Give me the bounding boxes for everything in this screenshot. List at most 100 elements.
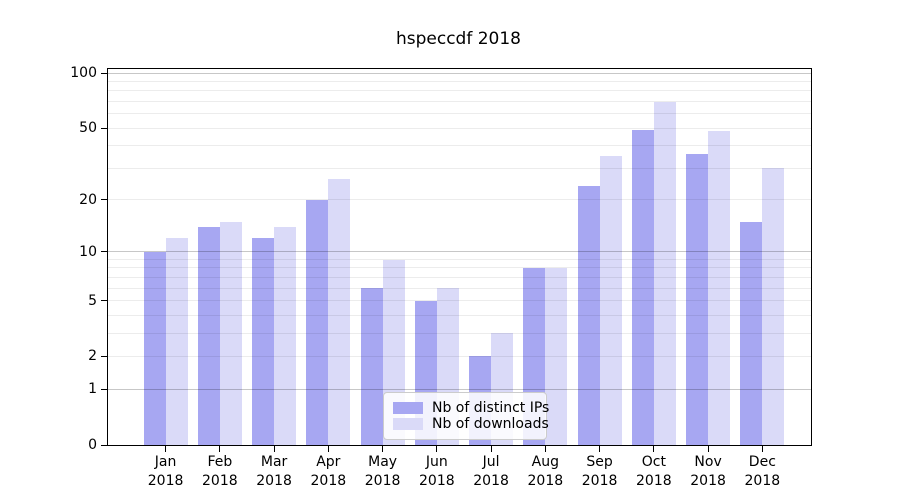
y-tick-label: 100 xyxy=(70,65,97,82)
gridline-minor xyxy=(108,113,811,115)
gridline-major xyxy=(108,388,811,390)
bar xyxy=(274,226,297,445)
y-tick-label: 0 xyxy=(88,437,97,453)
x-tick-mark xyxy=(382,446,384,452)
bar xyxy=(762,168,785,445)
chart-title: hspeccdf 2018 xyxy=(395,29,522,49)
x-tick-month: Jun xyxy=(425,454,448,470)
gridline-minor xyxy=(108,267,811,269)
legend-row-distinct-ips: Nb of distinct IPs xyxy=(393,400,549,416)
legend-row-downloads: Nb of downloads xyxy=(393,416,549,432)
bar xyxy=(197,226,220,445)
gridline-minor xyxy=(108,199,811,201)
y-tick-label: 5 xyxy=(88,292,97,309)
bar xyxy=(165,238,188,445)
gridline-minor xyxy=(108,300,811,302)
gridline-minor xyxy=(108,314,811,316)
y-tick-mark xyxy=(101,444,107,446)
x-tick-mark xyxy=(653,446,655,452)
gridline-minor xyxy=(108,127,811,129)
x-tick-month: Jul xyxy=(482,454,500,470)
x-tick-month: Aug xyxy=(531,454,560,470)
x-tick-month: Dec xyxy=(748,454,776,470)
bar xyxy=(653,101,676,445)
x-tick-month: Feb xyxy=(207,454,233,470)
gridline-minor xyxy=(108,332,811,334)
gridline-minor xyxy=(108,276,811,278)
x-tick-label: Jul 2018 xyxy=(459,453,523,491)
x-tick-label: Apr 2018 xyxy=(296,453,360,491)
x-tick-month: May xyxy=(368,454,398,470)
legend-label-distinct-ips: Nb of distinct IPs xyxy=(432,400,550,416)
x-tick-year: 2018 xyxy=(256,473,292,489)
y-tick-mark xyxy=(101,199,107,201)
y-tick-mark xyxy=(101,251,107,253)
x-tick-label: Aug 2018 xyxy=(513,453,577,491)
y-tick-label: 1 xyxy=(88,381,97,398)
bar xyxy=(143,251,166,445)
x-tick-month: Sep xyxy=(586,454,613,470)
gridline-minor xyxy=(108,101,811,103)
legend-label-downloads: Nb of downloads xyxy=(432,416,549,432)
x-tick-year: 2018 xyxy=(310,473,347,489)
bar xyxy=(360,288,383,445)
gridline-minor xyxy=(108,90,811,92)
gridline-minor xyxy=(108,259,811,260)
bar xyxy=(708,131,731,445)
x-tick-year: 2018 xyxy=(636,473,672,489)
x-tick-label: Oct 2018 xyxy=(622,453,686,491)
x-tick-label: Nov 2018 xyxy=(676,453,740,491)
x-tick-label: May 2018 xyxy=(351,453,415,491)
x-tick-year: 2018 xyxy=(690,473,726,489)
bar xyxy=(740,221,763,445)
x-tick-year: 2018 xyxy=(527,473,564,489)
gridline-minor xyxy=(108,145,811,147)
y-tick-mark xyxy=(101,72,107,74)
y-tick-mark xyxy=(101,300,107,302)
bar xyxy=(306,199,329,445)
x-tick-year: 2018 xyxy=(147,473,184,489)
x-tick-label: Dec 2018 xyxy=(730,453,794,491)
x-tick-month: Oct xyxy=(641,454,666,470)
bar xyxy=(577,185,600,445)
gridline-minor xyxy=(108,81,811,83)
legend-swatch-downloads xyxy=(393,418,423,430)
plot-area: Nb of distinct IPs Nb of downloads 0 1 2 5 1… xyxy=(70,65,812,489)
y-tick-label: 50 xyxy=(79,120,97,137)
y-tick-label: 20 xyxy=(79,191,97,208)
bar xyxy=(631,129,654,445)
x-tick-year: 2018 xyxy=(744,473,781,489)
gridline-minor xyxy=(108,287,811,289)
x-tick-label: Feb 2018 xyxy=(188,453,252,491)
x-tick-year: 2018 xyxy=(364,473,401,489)
x-tick-mark xyxy=(219,446,221,452)
x-tick-month: Jan xyxy=(154,454,177,470)
x-tick-mark xyxy=(544,446,546,452)
x-tick-label: Mar 2018 xyxy=(242,453,306,491)
y-tick-label: 2 xyxy=(88,348,97,365)
x-tick-mark xyxy=(599,446,601,452)
x-tick-year: 2018 xyxy=(473,473,509,489)
x-tick-month: Mar xyxy=(260,454,288,470)
bar xyxy=(599,156,622,445)
gridline-minor xyxy=(108,167,811,169)
x-tick-month: Nov xyxy=(694,454,722,470)
legend: Nb of distinct IPs Nb of downloads xyxy=(383,392,549,440)
x-tick-mark xyxy=(165,446,167,452)
bar xyxy=(252,238,275,445)
y-tick-mark xyxy=(101,355,107,357)
gridline-major xyxy=(108,251,811,253)
x-tick-label: Jun 2018 xyxy=(405,453,469,491)
x-tick-mark xyxy=(707,446,709,452)
bar xyxy=(686,154,709,445)
x-tick-mark xyxy=(761,446,763,452)
x-tick-year: 2018 xyxy=(202,473,238,489)
y-tick-mark xyxy=(101,127,107,129)
x-tick-mark xyxy=(273,446,275,452)
x-tick-mark xyxy=(490,446,492,452)
y-tick-label: 10 xyxy=(79,243,97,260)
bar xyxy=(545,267,568,445)
x-tick-year: 2018 xyxy=(419,473,455,489)
x-tick-mark xyxy=(327,446,329,452)
